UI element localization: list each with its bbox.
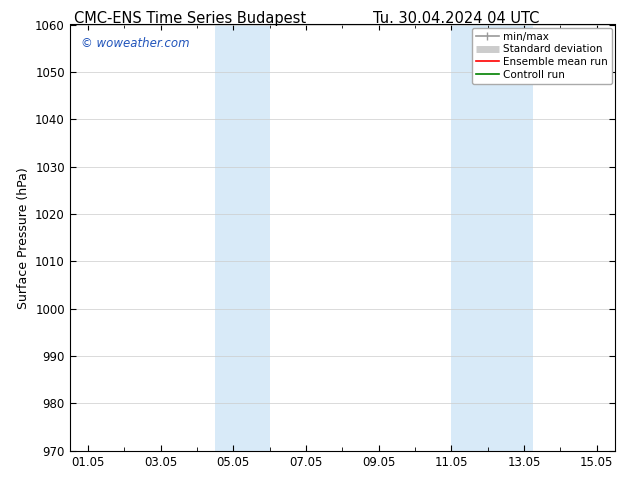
- Text: © woweather.com: © woweather.com: [81, 37, 190, 50]
- Bar: [451, 24, 533, 451]
- Text: Tu. 30.04.2024 04 UTC: Tu. 30.04.2024 04 UTC: [373, 11, 540, 26]
- Y-axis label: Surface Pressure (hPa): Surface Pressure (hPa): [16, 167, 30, 309]
- Bar: [215, 24, 269, 451]
- Text: CMC-ENS Time Series Budapest: CMC-ENS Time Series Budapest: [74, 11, 306, 26]
- Legend: min/max, Standard deviation, Ensemble mean run, Controll run: min/max, Standard deviation, Ensemble me…: [472, 27, 612, 84]
